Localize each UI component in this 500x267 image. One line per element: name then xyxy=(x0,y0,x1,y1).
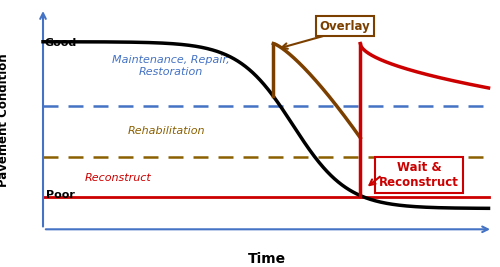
Text: Wait &
Reconstruct: Wait & Reconstruct xyxy=(379,161,459,189)
Text: Pavement Condition: Pavement Condition xyxy=(0,54,10,187)
Text: Poor: Poor xyxy=(46,190,75,200)
Text: Rehabilitation: Rehabilitation xyxy=(128,127,206,136)
Text: Time: Time xyxy=(248,252,286,266)
Text: Overlay: Overlay xyxy=(320,20,370,33)
Text: Reconstruct: Reconstruct xyxy=(84,173,151,183)
Text: Good: Good xyxy=(44,38,76,48)
Text: Maintenance, Repair,
Restoration: Maintenance, Repair, Restoration xyxy=(112,56,230,77)
